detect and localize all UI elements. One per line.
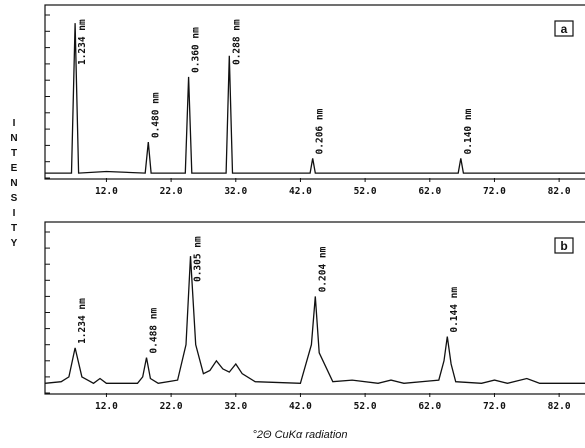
peak-label: 1.234 nm bbox=[77, 298, 88, 344]
x-axis-label: °2Θ CuKα radiation bbox=[252, 429, 347, 441]
panel-label-box bbox=[554, 237, 574, 254]
peak-label: 0.206 nm bbox=[315, 108, 326, 154]
peak-label: 0.488 nm bbox=[149, 308, 160, 354]
peak-label: 1.234 nm bbox=[77, 19, 88, 65]
x-tick-label: 72.0 bbox=[483, 401, 506, 412]
x-tick-label: 72.0 bbox=[483, 186, 506, 197]
peak-label: 0.480 nm bbox=[150, 92, 161, 138]
x-tick-label: 62.0 bbox=[418, 401, 441, 412]
plot-frame bbox=[44, 221, 585, 395]
x-tick-label: 32.0 bbox=[224, 401, 247, 412]
x-tick-label: 52.0 bbox=[354, 186, 377, 197]
x-tick-label: 82.0 bbox=[548, 401, 571, 412]
x-tick-label: 12.0 bbox=[95, 401, 118, 412]
x-tick-label: 62.0 bbox=[418, 186, 441, 197]
panel-label: a bbox=[561, 22, 568, 36]
x-tick-label: 52.0 bbox=[354, 401, 377, 412]
y-axis-label: INTENSITY bbox=[9, 118, 20, 253]
x-tick-label: 42.0 bbox=[289, 186, 312, 197]
pattern-line bbox=[45, 23, 585, 174]
x-tick-label: 32.0 bbox=[224, 186, 247, 197]
x-tick-label: 12.0 bbox=[95, 186, 118, 197]
panel-label: b bbox=[560, 239, 567, 253]
peak-label: 0.204 nm bbox=[317, 246, 328, 292]
panel-label-box bbox=[554, 20, 574, 37]
pattern-line bbox=[44, 256, 585, 385]
peak-label: 0.288 nm bbox=[231, 19, 242, 65]
peak-label: 0.305 nm bbox=[193, 236, 204, 282]
peak-label: 0.140 nm bbox=[463, 108, 474, 154]
x-tick-label: 42.0 bbox=[289, 401, 312, 412]
peak-label: 0.144 nm bbox=[449, 287, 460, 333]
peak-label: 0.360 nm bbox=[191, 27, 202, 73]
x-tick-label: 22.0 bbox=[160, 401, 183, 412]
x-tick-label: 82.0 bbox=[548, 186, 571, 197]
x-tick-label: 22.0 bbox=[160, 186, 183, 197]
plot-frame bbox=[44, 4, 585, 180]
